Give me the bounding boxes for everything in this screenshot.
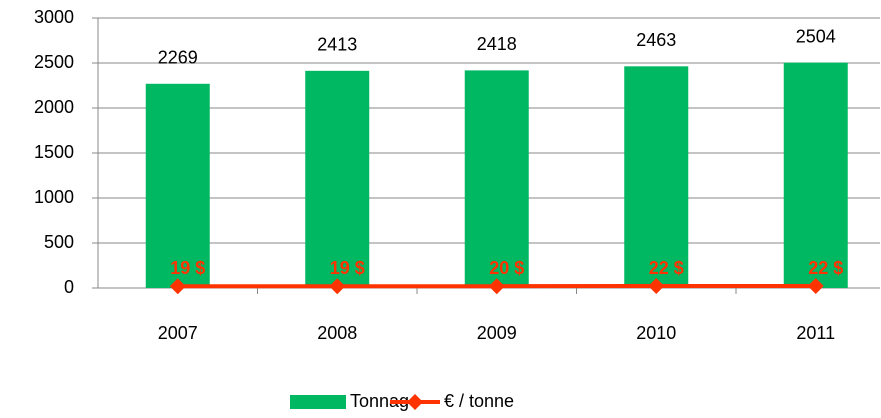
- point-label: 19 $: [170, 258, 205, 278]
- y-tick-label: 2000: [34, 97, 74, 117]
- y-tick-label: 2500: [34, 52, 74, 72]
- marker: [488, 278, 505, 295]
- point-label: 19 $: [330, 258, 365, 278]
- bar: [145, 83, 210, 288]
- legend-swatch: [290, 395, 346, 409]
- legend-label: € / tonne: [444, 391, 514, 411]
- x-tick-label: 2007: [158, 323, 198, 343]
- legend-label: Tonnage: [350, 391, 419, 411]
- bar-label: 2418: [477, 34, 517, 54]
- bar-label: 2269: [158, 48, 198, 68]
- point-label: 22 $: [808, 258, 843, 278]
- bar: [305, 70, 370, 288]
- y-tick-label: 500: [44, 232, 74, 252]
- bar-label: 2504: [796, 26, 836, 46]
- marker: [648, 278, 665, 295]
- bar: [783, 62, 848, 288]
- marker: [329, 278, 346, 295]
- legend-marker: [407, 394, 423, 410]
- point-label: 22 $: [649, 258, 684, 278]
- bar-label: 2413: [317, 35, 357, 55]
- y-tick-label: 1000: [34, 187, 74, 207]
- bar: [464, 70, 529, 288]
- y-tick-label: 1500: [34, 142, 74, 162]
- x-tick-label: 2009: [477, 323, 517, 343]
- x-tick-label: 2008: [317, 323, 357, 343]
- y-tick-label: 0: [64, 277, 74, 297]
- x-tick-label: 2010: [636, 323, 676, 343]
- bar-label: 2463: [636, 30, 676, 50]
- marker: [169, 278, 186, 295]
- bar: [624, 66, 689, 288]
- point-label: 20 $: [489, 258, 524, 278]
- marker: [807, 278, 824, 295]
- y-tick-label: 3000: [34, 7, 74, 27]
- x-tick-label: 2011: [796, 323, 835, 343]
